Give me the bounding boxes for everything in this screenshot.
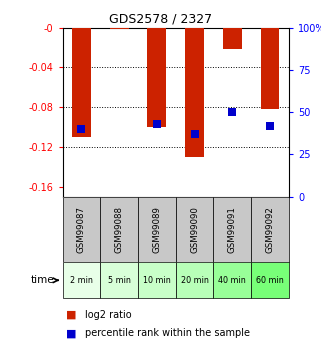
Text: 10 min: 10 min [143, 276, 171, 285]
Bar [100, 262, 138, 298]
Text: GSM99092: GSM99092 [265, 206, 274, 253]
Text: 5 min: 5 min [108, 276, 131, 285]
Point [154, 121, 160, 127]
Bar [213, 262, 251, 298]
Point [192, 131, 197, 137]
Text: ■: ■ [66, 310, 76, 320]
Point [267, 123, 273, 128]
Bar [185, 28, 204, 157]
Text: GDS2578 / 2327: GDS2578 / 2327 [109, 12, 212, 25]
Text: GSM99090: GSM99090 [190, 206, 199, 253]
Text: log2 ratio: log2 ratio [85, 310, 132, 320]
Bar [110, 28, 129, 29]
Text: time: time [31, 275, 54, 285]
Text: 40 min: 40 min [219, 276, 246, 285]
Text: GSM99091: GSM99091 [228, 206, 237, 253]
Bar [213, 197, 251, 262]
Bar [176, 262, 213, 298]
Bar [138, 262, 176, 298]
Bar [147, 28, 166, 127]
Bar [63, 197, 100, 262]
Text: 2 min: 2 min [70, 276, 93, 285]
Bar [251, 197, 289, 262]
Text: GSM99087: GSM99087 [77, 206, 86, 253]
Bar [63, 262, 100, 298]
Bar [251, 262, 289, 298]
Text: 20 min: 20 min [181, 276, 209, 285]
Bar [138, 197, 176, 262]
Text: GSM99088: GSM99088 [115, 206, 124, 253]
Bar [72, 28, 91, 137]
Text: ■: ■ [66, 328, 76, 338]
Bar [176, 197, 213, 262]
Text: 60 min: 60 min [256, 276, 284, 285]
Text: GSM99089: GSM99089 [152, 206, 161, 253]
Bar [261, 28, 280, 109]
Point [79, 126, 84, 132]
Bar [100, 197, 138, 262]
Point [230, 109, 235, 115]
Text: percentile rank within the sample: percentile rank within the sample [85, 328, 250, 338]
Bar [223, 28, 242, 49]
